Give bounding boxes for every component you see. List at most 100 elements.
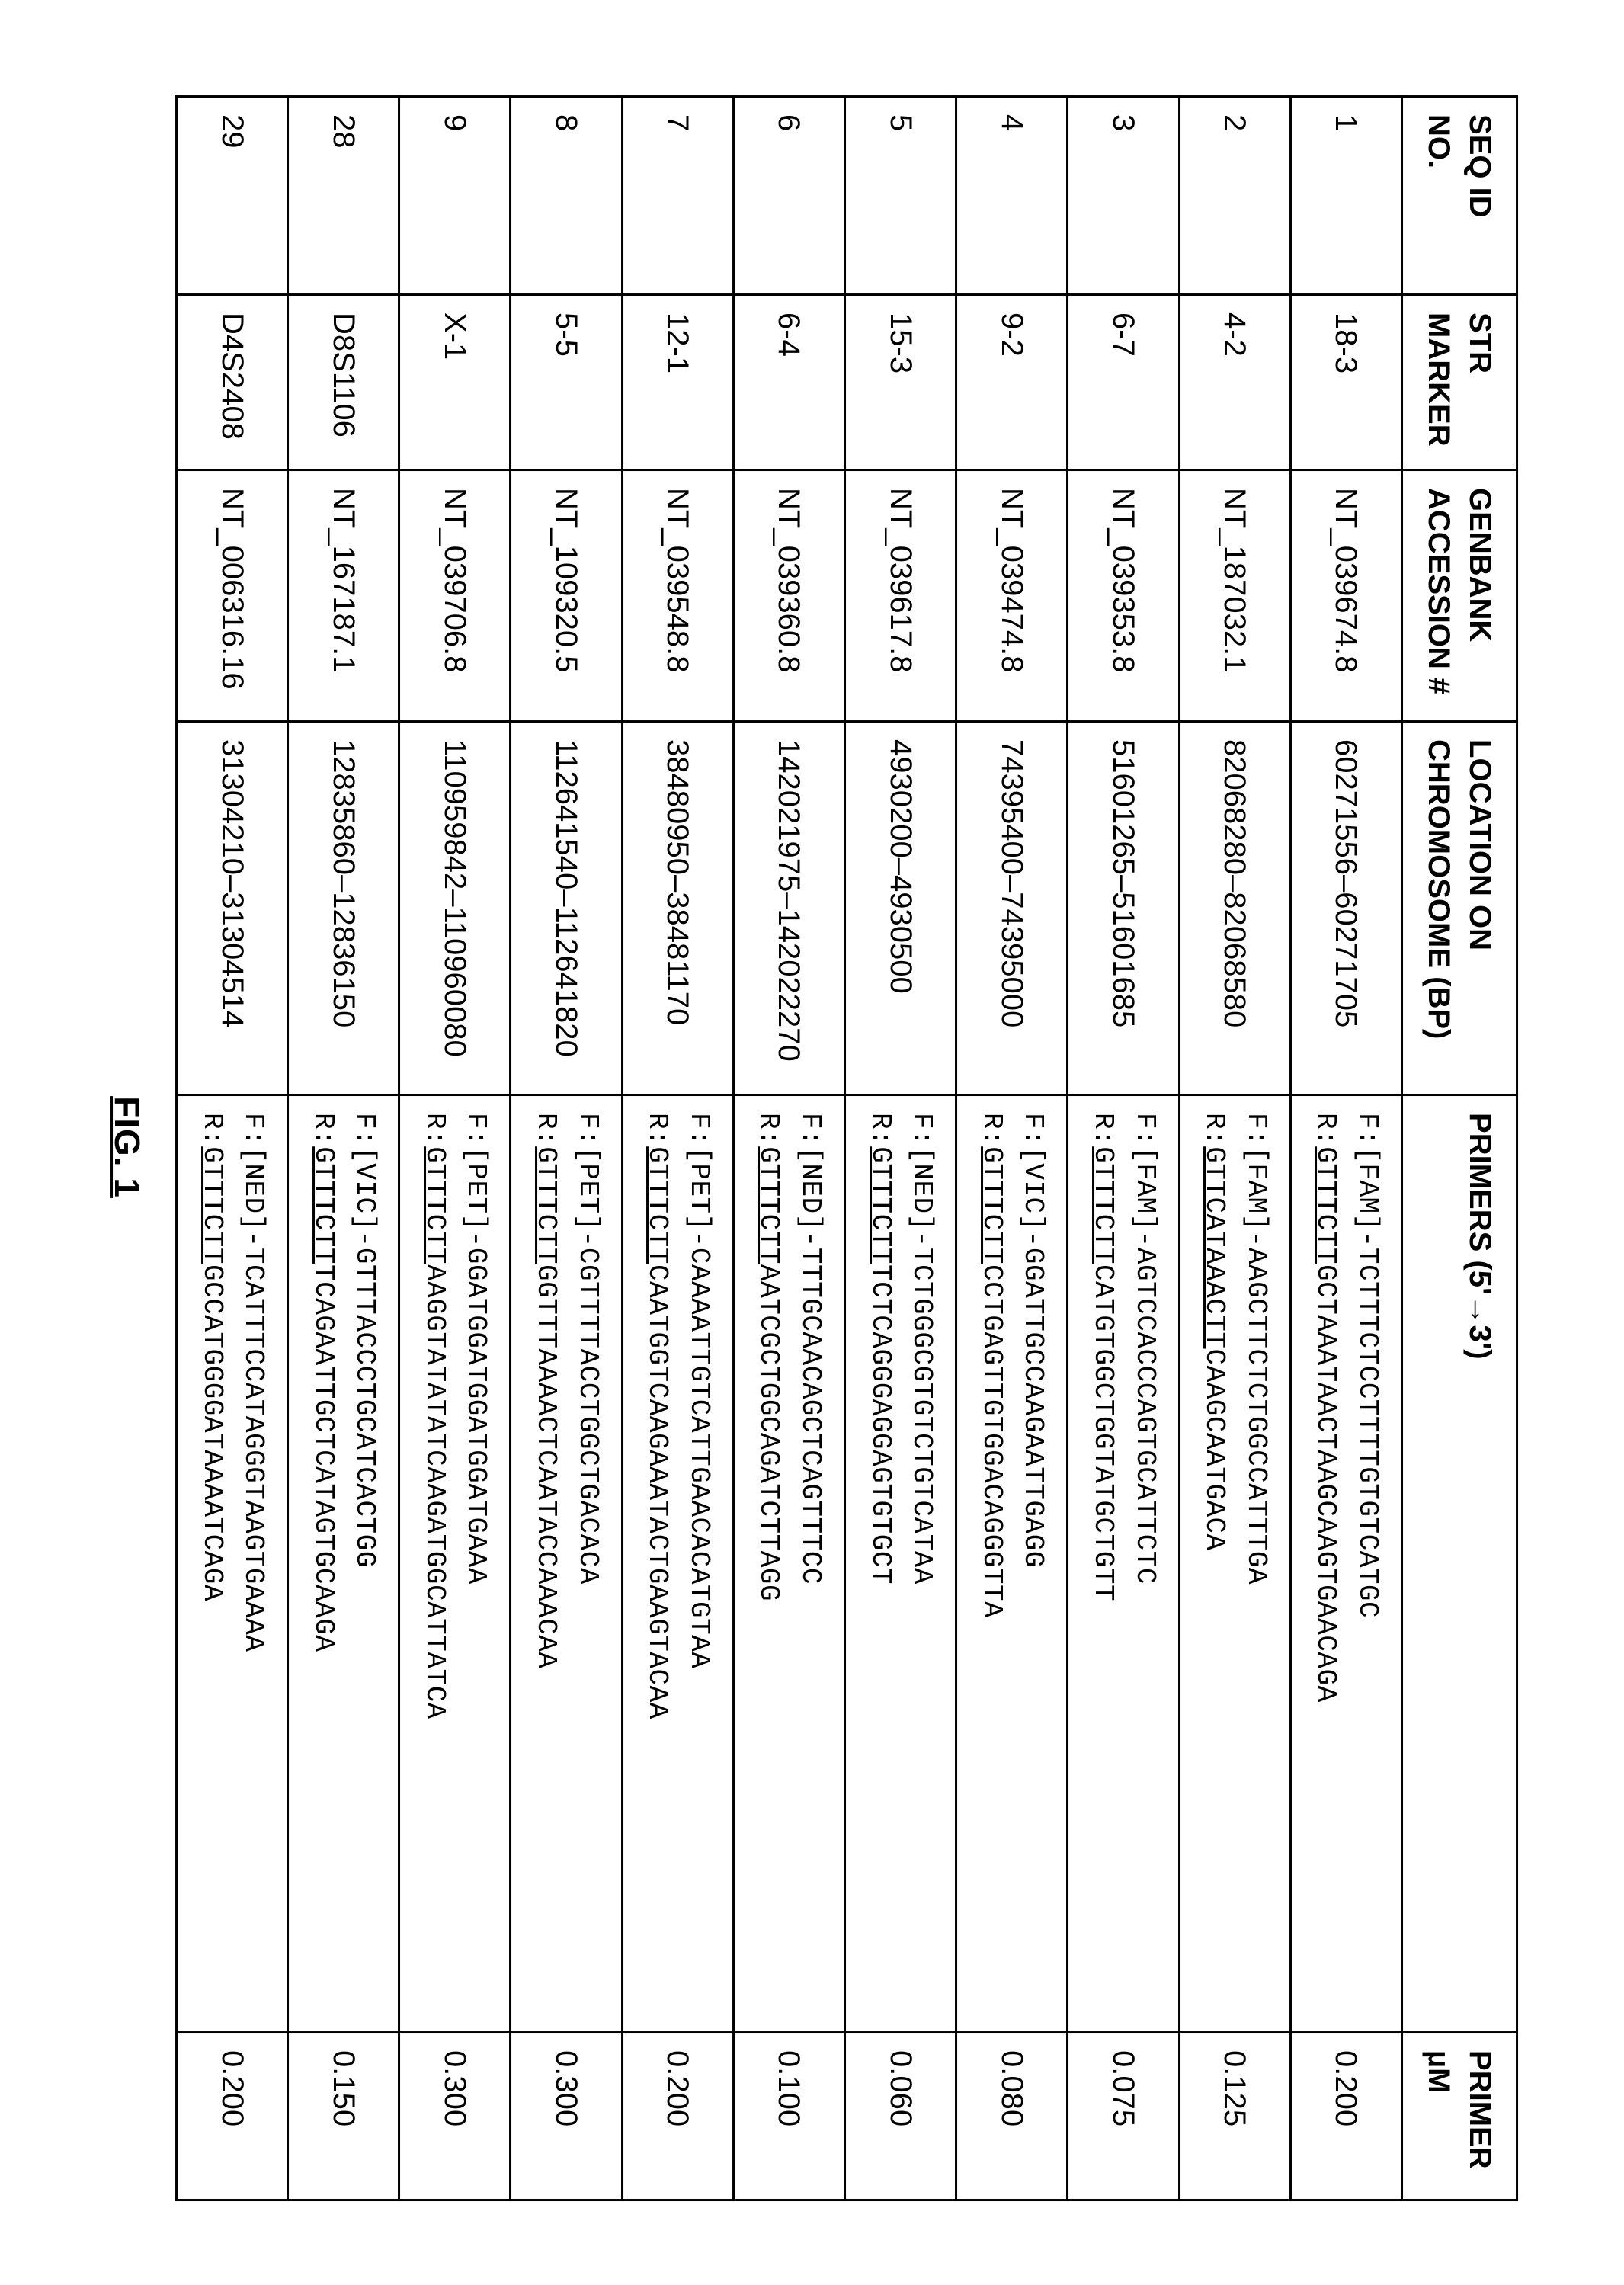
primer-reverse: R:GTTCATAAACTTCAAGCAATGACA xyxy=(1195,1113,1232,2014)
primer-forward-prefix: F:[PET]- xyxy=(572,1113,603,1248)
cell-accession: NT_039706.8 xyxy=(399,470,510,722)
primer-reverse-tag: GTTTCTT xyxy=(864,1146,895,1264)
cell-location: 51601265–51601685 xyxy=(1067,722,1178,1095)
cell-primer-um: 0.060 xyxy=(844,2033,956,2200)
cell-marker: 5-5 xyxy=(511,295,622,470)
cell-location: 38480950–38481170 xyxy=(622,722,733,1095)
primer-forward: F:[FAM]-AAGCTTCTCTGGCCATTTGA xyxy=(1237,1113,1274,2014)
cell-accession: NT_039474.8 xyxy=(956,470,1067,722)
col-primer-um: PRIMER µM xyxy=(1401,2033,1517,2200)
cell-primers: F:[VIC]-GGATTGCCAAGAATTGAGGR:GTTTCTTCCTG… xyxy=(956,1095,1067,2033)
cell-location: 82068280–82068580 xyxy=(1179,722,1290,1095)
primer-reverse-prefix: R: xyxy=(1310,1113,1341,1146)
primer-forward-prefix: F:[PET]- xyxy=(683,1113,714,1248)
primer-reverse-prefix: R: xyxy=(530,1113,562,1146)
primer-reverse-seq: TCAGAATTGCTCATAGTGCAAGA xyxy=(307,1264,338,1652)
cell-seq-id: 1 xyxy=(1290,97,1401,295)
primer-reverse-seq: CCTGAGTTGTGGACAGGGTTA xyxy=(975,1264,1007,1618)
primer-forward: F:[FAM]-TCTTTCTCCTTTTGTGTCATGC xyxy=(1348,1113,1385,2014)
primer-reverse: R:GTTTCTTTCTCAGGGAGGAGTGTGCT xyxy=(861,1113,898,2014)
cell-primer-um: 0.100 xyxy=(733,2033,844,2200)
primer-forward-prefix: F:[FAM]- xyxy=(1240,1113,1271,1248)
primer-reverse: R:GTTTCTTAAGGTATATATCAAGATGGCATTATCA xyxy=(415,1113,453,2014)
primer-forward-seq: TCTGGGCGTGTCTGTCATAA xyxy=(906,1248,937,1585)
primer-reverse-tag: GTTCATAAACTT xyxy=(1199,1146,1230,1348)
primer-reverse-tag: GTTTCTT xyxy=(975,1146,1007,1264)
primer-forward-prefix: F:[PET]- xyxy=(460,1113,492,1248)
cell-primers: F:[NED]-TCTGGGCGTGTCTGTCATAAR:GTTTCTTTCT… xyxy=(844,1095,956,2033)
cell-marker: 15-3 xyxy=(844,295,956,470)
primer-forward-seq: CAAAATTGTCATTGAACACATGTAA xyxy=(683,1248,714,1669)
primer-reverse: R:GTTTCTTGCCATGGGGATAAAATCAGA xyxy=(192,1113,229,2014)
cell-primers: F:[VIC]-GTTTACCCTGCATCACTGGR:GTTTCTTTCAG… xyxy=(287,1095,399,2033)
primer-reverse-prefix: R: xyxy=(975,1113,1007,1146)
primer-reverse-seq: GCCATGGGGATAAAATCAGA xyxy=(196,1264,227,1601)
primer-reverse-prefix: R: xyxy=(864,1113,895,1146)
table-row: 712-1NT_039548.838480950–38481170F:[PET]… xyxy=(622,97,733,2200)
primer-reverse-prefix: R: xyxy=(307,1113,338,1146)
cell-marker: D8S1106 xyxy=(287,295,399,470)
primer-reverse-seq: AAGGTATATATCAAGATGGCATTATCA xyxy=(418,1264,450,1719)
primer-forward-prefix: F:[NED]- xyxy=(795,1113,826,1248)
primer-forward-seq: GTTTACCCTGCATCACTGG xyxy=(349,1248,380,1568)
table-row: 515-3NT_039617.84930200–4930500F:[NED]-T… xyxy=(844,97,956,2200)
cell-seq-id: 7 xyxy=(622,97,733,295)
primer-table: SEQ ID NO. STR MARKER GENBANK ACCESSION … xyxy=(175,95,1517,2201)
cell-marker: 18-3 xyxy=(1290,295,1401,470)
cell-primers: F:[FAM]-AGTCCACCCAGTGCATTCTCR:GTTTCTTCAT… xyxy=(1067,1095,1178,2033)
cell-marker: 9-2 xyxy=(956,295,1067,470)
primer-reverse-tag: GTTTCTT xyxy=(642,1146,673,1264)
primer-reverse-prefix: R: xyxy=(1199,1113,1230,1146)
primer-reverse-seq: CAATGGTCAAGAAATACTGAAGTACAA xyxy=(642,1264,673,1719)
table-row: 49-2NT_039474.874395400–74395000F:[VIC]-… xyxy=(956,97,1067,2200)
primer-forward-seq: AGTCCACCCAGTGCATTCTC xyxy=(1129,1248,1160,1585)
primer-reverse: R:GTTTCTTTCAGAATTGCTCATAGTGCAAGA xyxy=(304,1113,341,2014)
primer-forward: F:[VIC]-GGATTGCCAAGAATTGAGG xyxy=(1014,1113,1051,2014)
cell-primer-um: 0.200 xyxy=(1290,2033,1401,2200)
primer-forward: F:[VIC]-GTTTACCCTGCATCACTGG xyxy=(345,1113,383,2014)
table-row: 9X-1NT_039706.8110959842–110960080F:[PET… xyxy=(399,97,510,2200)
cell-seq-id: 8 xyxy=(511,97,622,295)
cell-seq-id: 5 xyxy=(844,97,956,295)
cell-marker: X-1 xyxy=(399,295,510,470)
table-row: 66-4NT_039360.8142021975–142022270F:[NED… xyxy=(733,97,844,2200)
primer-forward: F:[NED]-TTTGCAACAGCTCAGTTTCC xyxy=(791,1113,828,2014)
cell-location: 142021975–142022270 xyxy=(733,722,844,1095)
primer-forward: F:[PET]-CGTTTTACCTGGCTGACACA xyxy=(569,1113,606,2014)
cell-seq-id: 6 xyxy=(733,97,844,295)
primer-forward: F:[NED]-TCATTTCCATAGGGTAAGTGAAAA xyxy=(234,1113,271,2014)
primer-reverse: R:GTTTCTTCAATGGTCAAGAAATACTGAAGTACAA xyxy=(638,1113,675,2014)
cell-primer-um: 0.125 xyxy=(1179,2033,1290,2200)
cell-location: 12835860–12836150 xyxy=(287,722,399,1095)
cell-seq-id: 4 xyxy=(956,97,1067,295)
cell-marker: 12-1 xyxy=(622,295,733,470)
primer-forward-prefix: F:[VIC]- xyxy=(349,1113,380,1248)
col-seq-id: SEQ ID NO. xyxy=(1401,97,1517,295)
primer-reverse-seq: CATGTGGCTGGTATGCTGTT xyxy=(1087,1264,1119,1601)
col-accession: GENBANK ACCESSION # xyxy=(1401,470,1517,722)
cell-accession: NT_167187.1 xyxy=(287,470,399,722)
primer-reverse-prefix: R: xyxy=(642,1113,673,1146)
cell-primer-um: 0.080 xyxy=(956,2033,1067,2200)
cell-location: 4930200–4930500 xyxy=(844,722,956,1095)
col-str-marker: STR MARKER xyxy=(1401,295,1517,470)
primer-forward-seq: CGTTTTACCTGGCTGACACA xyxy=(572,1248,603,1585)
cell-primer-um: 0.200 xyxy=(176,2033,287,2200)
primer-reverse-prefix: R: xyxy=(418,1113,450,1146)
primer-forward-prefix: F:[VIC]- xyxy=(1017,1113,1049,1248)
rotated-container: SEQ ID NO. STR MARKER GENBANK ACCESSION … xyxy=(106,95,1517,2199)
table-row: 36-7NT_039353.851601265–51601685F:[FAM]-… xyxy=(1067,97,1178,2200)
primer-reverse-seq: TCTCAGGGAGGAGTGTGCT xyxy=(864,1264,895,1585)
cell-location: 60271556–60271705 xyxy=(1290,722,1401,1095)
cell-primer-um: 0.150 xyxy=(287,2033,399,2200)
cell-marker: 6-7 xyxy=(1067,295,1178,470)
cell-accession: NT_039360.8 xyxy=(733,470,844,722)
primer-reverse-prefix: R: xyxy=(196,1113,227,1146)
table-row: 28D8S1106NT_167187.112835860–12836150F:[… xyxy=(287,97,399,2200)
primer-forward: F:[NED]-TCTGGGCGTGTCTGTCATAA xyxy=(902,1113,940,2014)
primer-reverse-prefix: R: xyxy=(1087,1113,1119,1146)
cell-primers: F:[PET]-CAAAATTGTCATTGAACACATGTAA R:GTTTC… xyxy=(622,1095,733,2033)
cell-accession: NT_039548.8 xyxy=(622,470,733,722)
cell-primers: F:[PET]-CGTTTTACCTGGCTGACACAR:GTTTCTTGGT… xyxy=(511,1095,622,2033)
primer-forward-prefix: F:[NED]- xyxy=(906,1113,937,1248)
